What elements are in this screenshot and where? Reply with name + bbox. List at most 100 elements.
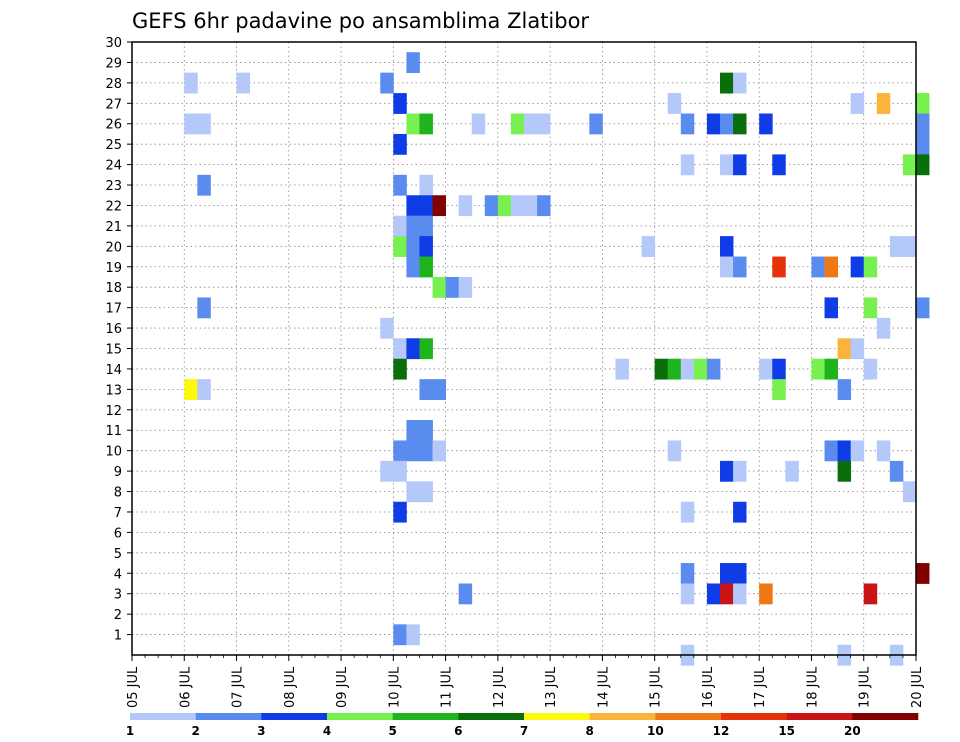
x-tick-label: 12 JUL xyxy=(492,666,507,708)
x-tick-label: 16 JUL xyxy=(701,666,716,708)
heatmap-cell xyxy=(419,481,433,503)
heatmap-cell xyxy=(510,195,525,217)
legend-swatch xyxy=(130,713,196,720)
heatmap-cell xyxy=(393,501,407,523)
heatmap-cell xyxy=(720,72,734,94)
y-tick-label: 6 xyxy=(114,526,122,541)
heatmap-cell xyxy=(393,174,407,196)
heatmap-cell xyxy=(772,256,786,278)
heatmap-cell xyxy=(589,113,603,135)
y-tick-label: 27 xyxy=(105,97,122,112)
legend-label: 2 xyxy=(191,724,199,738)
heatmap-cell xyxy=(184,379,198,400)
heatmap-cell xyxy=(432,276,446,298)
heatmap-cell xyxy=(406,256,420,278)
y-tick-label: 26 xyxy=(105,118,122,133)
heatmap-cell xyxy=(902,236,917,257)
legend-swatch xyxy=(327,713,393,720)
heatmap-cell xyxy=(458,195,473,217)
y-tick-label: 19 xyxy=(105,261,122,276)
heatmap-cell xyxy=(733,256,747,278)
heatmap-cell xyxy=(720,460,734,482)
heatmap-cell xyxy=(785,460,799,482)
chart-title: GEFS 6hr padavine po ansamblima Zlatibor xyxy=(132,9,589,33)
legend-label: 20 xyxy=(844,724,861,738)
heatmap-cell xyxy=(876,317,891,339)
heatmap-cell xyxy=(406,113,420,135)
heatmap-cell xyxy=(380,72,394,94)
heatmap-cell xyxy=(406,236,420,257)
legend-label: 3 xyxy=(257,724,265,738)
legend-swatch xyxy=(392,713,459,720)
heatmap-cell xyxy=(916,297,930,319)
y-tick-label: 25 xyxy=(105,138,122,153)
y-tick-label: 13 xyxy=(105,383,122,398)
heatmap-cell xyxy=(524,195,538,217)
heatmap-cell xyxy=(824,358,838,380)
heatmap-cell xyxy=(916,563,930,584)
heatmap-cell xyxy=(680,358,695,380)
heatmap-cell xyxy=(667,440,682,462)
legend-swatch xyxy=(524,713,590,720)
y-tick-label: 5 xyxy=(114,547,122,562)
heatmap-cell xyxy=(680,154,695,176)
heatmap-cell xyxy=(432,440,446,462)
heatmap-cell xyxy=(393,358,407,380)
heatmap-cell xyxy=(850,93,865,114)
y-tick-label: 18 xyxy=(105,281,122,296)
y-tick-label: 2 xyxy=(114,608,122,623)
heatmap-cell xyxy=(419,236,433,257)
heatmap-cell xyxy=(497,195,512,217)
heatmap-cell xyxy=(380,317,394,339)
y-tick-label: 1 xyxy=(114,629,122,644)
heatmap-cell xyxy=(419,440,433,462)
x-tick-label: 20 JUL xyxy=(910,666,925,708)
legend-swatch xyxy=(852,713,919,720)
heatmap-cell xyxy=(680,113,695,135)
heatmap-cell xyxy=(772,154,786,176)
y-tick-label: 24 xyxy=(105,159,122,174)
legend-label: 5 xyxy=(388,724,396,738)
legend-label: 10 xyxy=(647,724,664,738)
heatmap-cell xyxy=(406,215,420,237)
heatmap-cell xyxy=(406,420,420,441)
heatmap-cell xyxy=(406,52,420,74)
heatmap-cell xyxy=(811,256,825,278)
heatmap-cell xyxy=(733,583,747,605)
heatmap-cell xyxy=(680,501,695,523)
heatmap-cell xyxy=(706,358,721,380)
heatmap-cell xyxy=(184,113,198,135)
heatmap-cell xyxy=(759,358,773,380)
heatmap-cell xyxy=(197,113,211,135)
y-tick-label: 17 xyxy=(105,302,122,317)
heatmap-cell xyxy=(916,133,930,155)
heatmap-cell xyxy=(824,256,838,278)
y-tick-label: 23 xyxy=(105,179,122,194)
legend-label: 4 xyxy=(323,724,331,738)
heatmap-cell xyxy=(733,460,747,482)
y-tick-label: 11 xyxy=(105,424,122,439)
heatmap-cell xyxy=(432,195,446,217)
heatmap-cell xyxy=(863,583,878,605)
legend-label: 1 xyxy=(126,724,134,738)
heatmap-cell xyxy=(524,113,538,135)
heatmap-cell xyxy=(916,154,930,176)
heatmap-cell xyxy=(667,93,682,114)
x-tick-label: 18 JUL xyxy=(805,666,820,708)
heatmap-cell xyxy=(380,460,394,482)
heatmap-cell xyxy=(406,481,420,503)
heatmap-cell xyxy=(759,113,773,135)
heatmap-cell xyxy=(902,154,917,176)
x-tick-label: 09 JUL xyxy=(335,666,350,708)
heatmap-cell xyxy=(824,440,838,462)
x-tick-label: 15 JUL xyxy=(649,666,664,708)
heatmap-cell xyxy=(772,379,786,400)
y-tick-label: 28 xyxy=(105,77,122,92)
y-tick-label: 7 xyxy=(114,506,122,521)
y-tick-label: 12 xyxy=(105,404,122,419)
heatmap-cell xyxy=(720,563,734,584)
heatmap-cell xyxy=(197,297,211,319)
heatmap-cell xyxy=(733,154,747,176)
heatmap-cell xyxy=(759,583,773,605)
heatmap-cell xyxy=(654,358,669,380)
